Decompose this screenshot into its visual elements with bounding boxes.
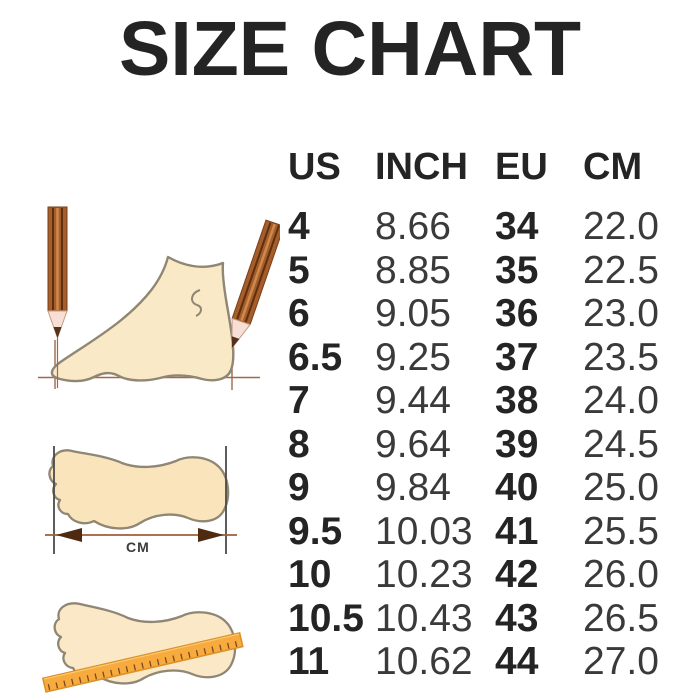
page-title: SIZE CHART [119, 6, 581, 92]
table-row: 7 9.44 38 24.0 [288, 379, 678, 423]
us-cell: 7 [288, 379, 310, 422]
cm-cell: 24.5 [583, 422, 659, 466]
foot-side-icon [38, 206, 280, 390]
cm-cell: 26.5 [583, 596, 659, 640]
eu-cell: 40 [495, 466, 539, 509]
table-row: 10 10.23 42 26.0 [288, 553, 678, 597]
cm-cell: 23.0 [583, 292, 659, 335]
footprint-ruler-icon [41, 602, 244, 693]
table-row: 6 9.05 36 23.0 [288, 292, 678, 336]
table-row: 9 9.84 40 25.0 [288, 466, 678, 510]
us-cell: 6.5 [288, 335, 343, 379]
us-cell: 10 [288, 553, 332, 596]
table-row: 10.5 10.43 43 26.5 [288, 597, 678, 641]
inch-cell: 9.05 [375, 292, 451, 335]
size-conversion-table: US INCH EU CM 4 8.66 34 22.0 5 8.85 35 2… [288, 145, 678, 684]
dimension-arrow-icon: CM [45, 446, 237, 555]
us-cell: 11 [288, 640, 330, 683]
pencil-icon [231, 219, 280, 350]
pencil-icon [47, 206, 68, 388]
eu-cell: 36 [495, 292, 539, 335]
table-row: 8 9.64 39 24.5 [288, 423, 678, 467]
eu-cell: 34 [495, 205, 539, 248]
us-cell: 4 [288, 205, 310, 248]
table-row: 11 10.62 44 27.0 [288, 640, 678, 684]
ruler-icon [41, 632, 244, 693]
table-body: 4 8.66 34 22.0 5 8.85 35 22.5 6 9.05 36 … [288, 205, 678, 684]
us-cell: 8 [288, 422, 310, 466]
cm-cell: 25.5 [583, 509, 659, 553]
inch-cell: 9.44 [375, 379, 451, 422]
us-cell: 10.5 [288, 596, 364, 640]
eu-cell: 44 [495, 640, 539, 683]
table-row: 9.5 10.03 41 25.5 [288, 510, 678, 554]
us-cell: 9 [288, 466, 310, 509]
inch-cell: 10.43 [375, 596, 473, 640]
cm-arrow-label: CM [126, 539, 150, 555]
footprint-measure-icon: CM [45, 446, 237, 555]
cm-cell: 22.0 [583, 205, 659, 248]
eu-cell: 38 [495, 379, 539, 422]
header-eu: EU [495, 145, 548, 188]
table-header-row: US INCH EU CM [288, 145, 678, 189]
eu-cell: 37 [495, 335, 539, 379]
inch-cell: 8.85 [375, 248, 451, 292]
eu-cell: 39 [495, 422, 539, 466]
inch-cell: 9.25 [375, 335, 451, 379]
eu-cell: 41 [495, 509, 539, 553]
inch-cell: 10.23 [375, 553, 473, 596]
eu-cell: 35 [495, 248, 539, 292]
cm-cell: 24.0 [583, 379, 659, 422]
eu-cell: 43 [495, 596, 539, 640]
cm-cell: 23.5 [583, 335, 659, 379]
cm-cell: 26.0 [583, 553, 659, 596]
header-inch: INCH [375, 145, 468, 188]
us-cell: 9.5 [288, 509, 343, 553]
us-cell: 5 [288, 248, 310, 292]
inch-cell: 10.03 [375, 509, 473, 553]
us-cell: 6 [288, 292, 310, 335]
cm-cell: 25.0 [583, 466, 659, 509]
table-row: 4 8.66 34 22.0 [288, 205, 678, 249]
footprint-icon [53, 602, 237, 685]
inch-cell: 9.84 [375, 466, 451, 509]
table-row: 6.5 9.25 37 23.5 [288, 336, 678, 380]
inch-cell: 8.66 [375, 205, 451, 248]
cm-cell: 27.0 [583, 640, 659, 683]
cm-cell: 22.5 [583, 248, 659, 292]
foot-side-shape [50, 255, 235, 383]
header-us: US [288, 145, 341, 188]
inch-cell: 9.64 [375, 422, 451, 466]
table-row: 5 8.85 35 22.5 [288, 249, 678, 293]
header-cm: CM [583, 145, 643, 188]
eu-cell: 42 [495, 553, 539, 596]
inch-cell: 10.62 [375, 640, 473, 683]
footprint-icon [48, 449, 230, 530]
